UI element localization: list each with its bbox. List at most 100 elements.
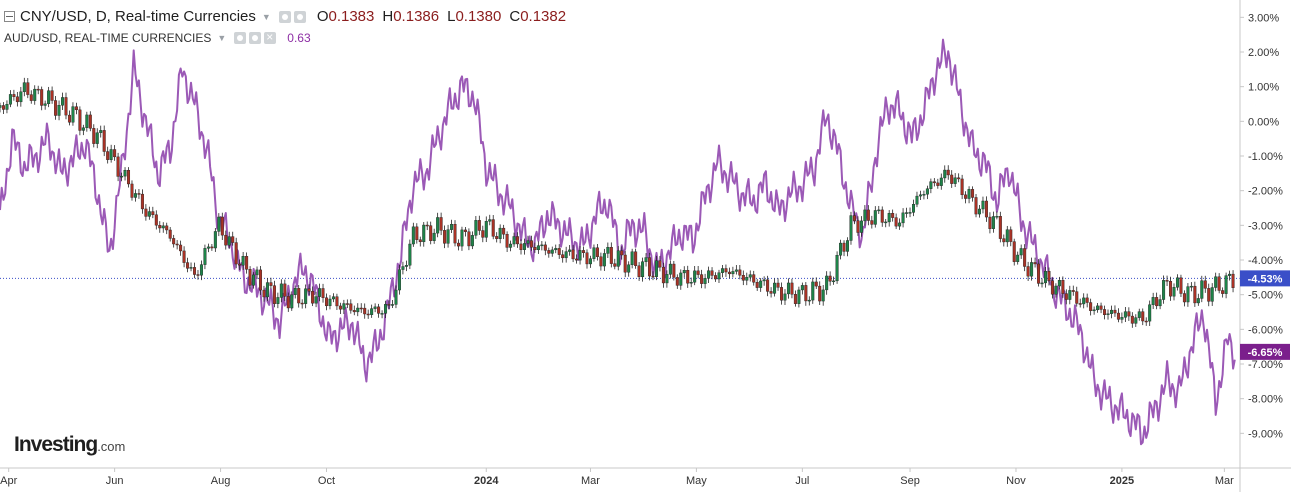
- candle: [929, 178, 933, 194]
- candle: [773, 278, 777, 297]
- candle-body: [151, 211, 155, 215]
- candle: [22, 77, 26, 97]
- candle: [1228, 270, 1232, 281]
- candle: [116, 152, 120, 182]
- candle: [689, 277, 693, 288]
- candle-body: [554, 248, 558, 251]
- candle: [54, 95, 58, 120]
- candle-body: [50, 90, 54, 101]
- candle-body: [1050, 280, 1054, 295]
- candle-body: [818, 285, 822, 302]
- candle-body: [1134, 317, 1138, 324]
- candle: [259, 266, 263, 295]
- candle-body: [1148, 304, 1152, 322]
- candle-body: [998, 216, 1002, 239]
- candle: [516, 232, 520, 248]
- candle: [297, 285, 301, 308]
- candle-body: [224, 234, 228, 246]
- candle-body: [467, 231, 471, 247]
- candle: [127, 167, 131, 188]
- candle-body: [717, 272, 721, 280]
- candle-body: [57, 105, 61, 116]
- compare-settings-gear-icon[interactable]: [249, 32, 262, 44]
- candle-body: [293, 288, 297, 295]
- candle: [1057, 276, 1061, 290]
- candle: [1092, 306, 1096, 315]
- candle: [5, 100, 9, 114]
- candle: [1078, 298, 1082, 308]
- candle-body: [529, 240, 533, 248]
- candle: [165, 222, 169, 235]
- candle-body: [957, 177, 961, 180]
- candle: [1134, 314, 1138, 327]
- candle: [1144, 317, 1148, 326]
- candle: [106, 146, 110, 164]
- candle: [262, 285, 266, 302]
- candle-body: [366, 313, 370, 316]
- candle-body: [696, 270, 700, 275]
- candle-body: [912, 204, 916, 213]
- candle-body: [99, 130, 103, 133]
- candle: [870, 215, 874, 229]
- candle: [1089, 298, 1093, 316]
- main-symbol-title[interactable]: CNY/USD, D, Real-time Currencies: [20, 8, 256, 25]
- candle-body: [1092, 309, 1096, 312]
- visibility-icon[interactable]: [278, 10, 291, 23]
- candle: [19, 86, 23, 107]
- candle-body: [26, 82, 30, 95]
- candle-body: [425, 224, 429, 227]
- candle: [682, 266, 686, 278]
- candle-body: [88, 114, 92, 129]
- candle: [74, 102, 78, 115]
- candle-body: [220, 216, 224, 236]
- candle-body: [314, 296, 318, 304]
- candle-body: [832, 280, 836, 283]
- candle-body: [0, 105, 2, 108]
- candle-body: [1068, 290, 1072, 300]
- candle: [1030, 257, 1034, 281]
- settings-gear-icon[interactable]: [293, 10, 306, 23]
- candle: [1037, 259, 1041, 287]
- candle: [456, 239, 460, 251]
- candle: [147, 206, 151, 220]
- candle: [957, 173, 961, 183]
- candle-body: [971, 189, 975, 198]
- candle-body: [1141, 311, 1145, 322]
- candle-body: [408, 243, 412, 266]
- candle-body: [575, 258, 579, 261]
- compare-visibility-icon[interactable]: [234, 32, 247, 44]
- remove-compare-icon[interactable]: [264, 32, 277, 44]
- candle-body: [606, 247, 610, 254]
- candle: [1186, 283, 1190, 307]
- compare-dropdown-icon[interactable]: ▼: [217, 33, 227, 43]
- candle: [429, 221, 433, 245]
- candle: [1068, 285, 1072, 305]
- candle-body: [196, 274, 200, 276]
- candle-body: [707, 270, 711, 279]
- candle: [620, 246, 624, 260]
- candle-body: [929, 181, 933, 189]
- candle: [1116, 308, 1120, 323]
- candle: [206, 243, 210, 253]
- collapse-legend-icon[interactable]: [4, 11, 15, 22]
- candle-body: [106, 151, 110, 160]
- compare-symbol-title[interactable]: AUD/USD, REAL-TIME CURRENCIES: [4, 31, 212, 45]
- candle-body: [731, 271, 735, 275]
- candle-body: [418, 239, 422, 243]
- candle-body: [1019, 248, 1023, 256]
- candle-body: [564, 251, 568, 259]
- candle-body: [526, 240, 530, 244]
- candle-body: [206, 246, 210, 249]
- x-tick-label: Oct: [318, 475, 335, 487]
- candle-body: [710, 270, 714, 276]
- candle-body: [828, 275, 832, 282]
- candle-body: [331, 296, 335, 300]
- candle-body: [960, 178, 964, 196]
- symbol-dropdown-icon[interactable]: ▼: [261, 11, 271, 22]
- candle: [595, 244, 599, 261]
- candle: [623, 251, 627, 278]
- candle-body: [550, 249, 554, 254]
- candle-body: [71, 106, 75, 123]
- candle: [1113, 305, 1117, 317]
- candle: [401, 261, 405, 275]
